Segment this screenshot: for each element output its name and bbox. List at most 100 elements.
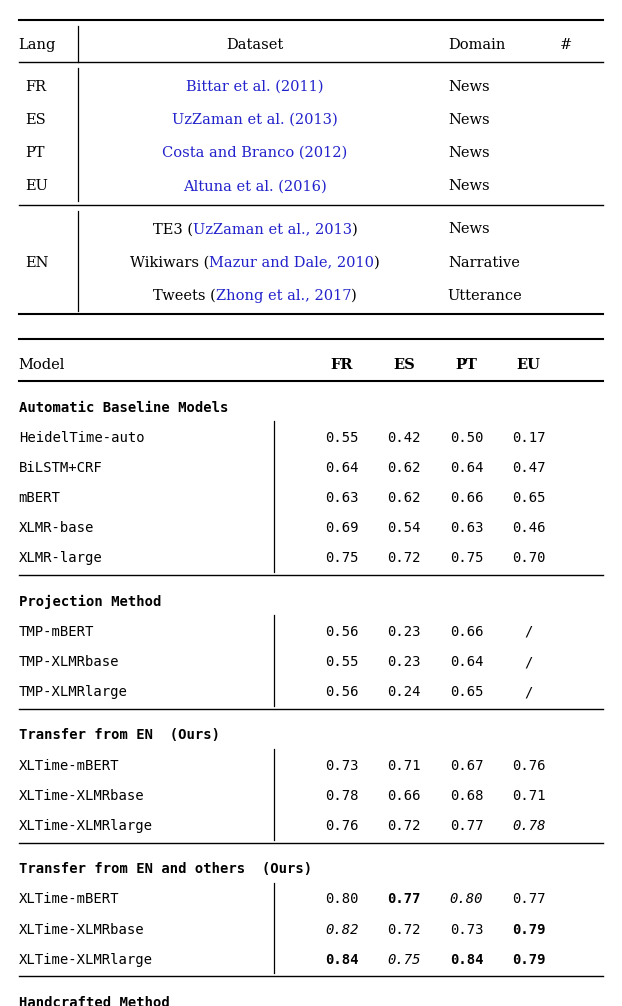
Text: ES: ES (25, 113, 45, 127)
Text: /: / (524, 685, 533, 699)
Text: Transfer from EN  (Ours): Transfer from EN (Ours) (19, 728, 220, 742)
Text: EU: EU (517, 357, 541, 371)
Text: 0.54: 0.54 (388, 521, 421, 535)
Text: Wikiwars (: Wikiwars ( (130, 256, 209, 270)
Text: 0.63: 0.63 (325, 491, 359, 505)
Text: 0.73: 0.73 (325, 759, 359, 773)
Text: 0.69: 0.69 (325, 521, 359, 535)
Text: Domain: Domain (448, 38, 505, 52)
Text: 0.64: 0.64 (450, 655, 483, 669)
Text: 0.79: 0.79 (512, 923, 545, 937)
Text: XLTime-XLMRbase: XLTime-XLMRbase (19, 789, 144, 803)
Text: 0.47: 0.47 (512, 461, 545, 475)
Text: Tweets (: Tweets ( (153, 289, 216, 303)
Text: News: News (448, 146, 490, 160)
Text: 0.23: 0.23 (388, 625, 421, 639)
Text: News: News (448, 79, 490, 94)
Text: 0.71: 0.71 (388, 759, 421, 773)
Text: 0.72: 0.72 (388, 923, 421, 937)
Text: 0.80: 0.80 (325, 892, 359, 906)
Text: FR: FR (331, 357, 353, 371)
Text: 0.84: 0.84 (450, 953, 483, 967)
Text: TMP-mBERT: TMP-mBERT (19, 625, 94, 639)
Text: 0.77: 0.77 (512, 892, 545, 906)
Text: Mazur and Dale, 2010: Mazur and Dale, 2010 (209, 256, 374, 270)
Text: 0.72: 0.72 (388, 551, 421, 565)
Text: UzZaman et al. (2013): UzZaman et al. (2013) (172, 113, 338, 127)
Text: 0.76: 0.76 (325, 819, 359, 833)
Text: UzZaman et al., 2013: UzZaman et al., 2013 (193, 222, 351, 236)
Text: ): ) (351, 222, 358, 236)
Text: 0.82: 0.82 (325, 923, 359, 937)
Text: Zhong et al., 2017: Zhong et al., 2017 (216, 289, 351, 303)
Text: 0.75: 0.75 (388, 953, 421, 967)
Text: PT: PT (25, 146, 44, 160)
Text: 0.72: 0.72 (388, 819, 421, 833)
Text: EU: EU (25, 179, 48, 193)
Text: 0.75: 0.75 (450, 551, 483, 565)
Text: Automatic Baseline Models: Automatic Baseline Models (19, 400, 228, 414)
Text: Handcrafted Method: Handcrafted Method (19, 996, 169, 1006)
Text: ES: ES (394, 357, 415, 371)
Text: 0.67: 0.67 (450, 759, 483, 773)
Text: EN: EN (25, 256, 49, 270)
Text: 0.76: 0.76 (512, 759, 545, 773)
Text: 0.66: 0.66 (388, 789, 421, 803)
Text: 0.71: 0.71 (512, 789, 545, 803)
Text: 0.56: 0.56 (325, 685, 359, 699)
Text: ): ) (374, 256, 380, 270)
Text: Dataset: Dataset (226, 38, 284, 52)
Text: 0.62: 0.62 (388, 491, 421, 505)
Text: 0.77: 0.77 (388, 892, 421, 906)
Text: 0.84: 0.84 (325, 953, 359, 967)
Text: Bittar et al. (2011): Bittar et al. (2011) (186, 79, 324, 94)
Text: 0.77: 0.77 (450, 819, 483, 833)
Text: 0.56: 0.56 (325, 625, 359, 639)
Text: 0.80: 0.80 (450, 892, 483, 906)
Text: 0.70: 0.70 (512, 551, 545, 565)
Text: 0.64: 0.64 (450, 461, 483, 475)
Text: Narrative: Narrative (448, 256, 520, 270)
Text: BiLSTM+CRF: BiLSTM+CRF (19, 461, 103, 475)
Text: Lang: Lang (19, 38, 56, 52)
Text: XLTime-mBERT: XLTime-mBERT (19, 892, 119, 906)
Text: XLTime-mBERT: XLTime-mBERT (19, 759, 119, 773)
Text: 0.63: 0.63 (450, 521, 483, 535)
Text: News: News (448, 222, 490, 236)
Text: 0.79: 0.79 (512, 953, 545, 967)
Text: 0.66: 0.66 (450, 625, 483, 639)
Text: 0.66: 0.66 (450, 491, 483, 505)
Text: HeidelTime-auto: HeidelTime-auto (19, 431, 144, 445)
Text: FR: FR (25, 79, 46, 94)
Text: 0.78: 0.78 (512, 819, 545, 833)
Text: 0.65: 0.65 (512, 491, 545, 505)
Text: Transfer from EN and others  (Ours): Transfer from EN and others (Ours) (19, 862, 312, 876)
Text: XLTime-XLMRbase: XLTime-XLMRbase (19, 923, 144, 937)
Text: TE3 (: TE3 ( (152, 222, 193, 236)
Text: #: # (560, 38, 572, 52)
Text: 0.75: 0.75 (325, 551, 359, 565)
Text: 0.23: 0.23 (388, 655, 421, 669)
Text: Altuna et al. (2016): Altuna et al. (2016) (183, 179, 327, 193)
Text: /: / (524, 655, 533, 669)
Text: mBERT: mBERT (19, 491, 60, 505)
Text: 0.46: 0.46 (512, 521, 545, 535)
Text: 0.42: 0.42 (388, 431, 421, 445)
Text: 0.73: 0.73 (450, 923, 483, 937)
Text: Utterance: Utterance (448, 289, 522, 303)
Text: 0.55: 0.55 (325, 431, 359, 445)
Text: XLTime-XLMRlarge: XLTime-XLMRlarge (19, 953, 152, 967)
Text: TMP-XLMRlarge: TMP-XLMRlarge (19, 685, 128, 699)
Text: ): ) (351, 289, 357, 303)
Text: Model: Model (19, 357, 65, 371)
Text: 0.64: 0.64 (325, 461, 359, 475)
Text: 0.24: 0.24 (388, 685, 421, 699)
Text: 0.78: 0.78 (325, 789, 359, 803)
Text: 0.62: 0.62 (388, 461, 421, 475)
Text: XLMR-large: XLMR-large (19, 551, 103, 565)
Text: News: News (448, 113, 490, 127)
Text: XLMR-base: XLMR-base (19, 521, 94, 535)
Text: PT: PT (455, 357, 478, 371)
Text: XLTime-XLMRlarge: XLTime-XLMRlarge (19, 819, 152, 833)
Text: TMP-XLMRbase: TMP-XLMRbase (19, 655, 119, 669)
